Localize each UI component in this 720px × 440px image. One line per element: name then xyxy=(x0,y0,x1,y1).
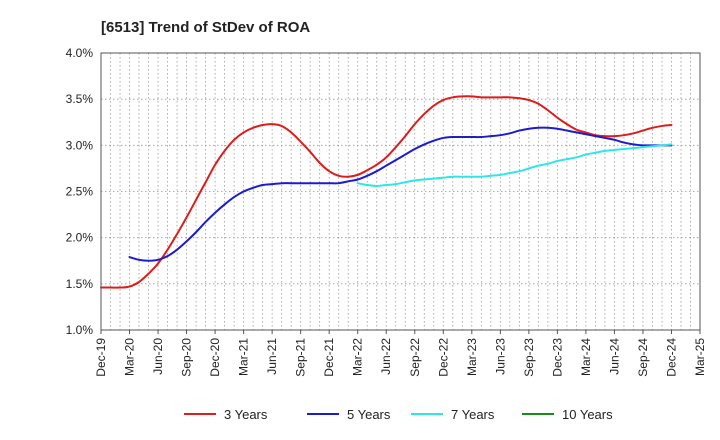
legend-label-3-years: 3 Years xyxy=(224,407,268,422)
x-tick-label: Mar-21 xyxy=(237,338,251,376)
x-tick-label: Dec-19 xyxy=(94,338,108,377)
x-tick-label: Dec-23 xyxy=(550,338,564,377)
legend-label-7-years: 7 Years xyxy=(451,407,495,422)
y-tick-label: 4.0% xyxy=(66,46,94,60)
x-tick-label: Mar-24 xyxy=(579,338,593,376)
series-line-3-years xyxy=(100,95,673,289)
x-tick-label: Jun-24 xyxy=(607,338,621,375)
y-axis: 1.0% 1.5% 2.0% 2.5% 3.0% 3.5% 4.0% xyxy=(66,46,94,337)
series-line-7-years xyxy=(356,143,673,187)
y-tick-label: 2.5% xyxy=(66,185,94,199)
legend: 3 Years 5 Years 7 Years 10 Years xyxy=(184,407,613,422)
x-axis: Dec-19 Mar-20 Jun-20 Sep-20 Dec-20 Mar-21 Jun-… xyxy=(94,330,707,377)
x-tick-label: Sep-23 xyxy=(522,338,536,377)
x-tick-label: Mar-22 xyxy=(351,338,365,376)
x-tick-label: Sep-21 xyxy=(294,338,308,377)
x-tick-label: Jun-23 xyxy=(493,338,507,375)
legend-label-10-years: 10 Years xyxy=(562,407,613,422)
y-tick-label: 1.5% xyxy=(66,277,94,291)
plot-frame xyxy=(100,52,701,331)
x-tick-label: Mar-25 xyxy=(693,338,707,376)
y-tick-label: 3.5% xyxy=(66,92,94,106)
x-tick-label: Dec-21 xyxy=(322,338,336,377)
x-tick-label: Dec-22 xyxy=(436,338,450,377)
x-tick-label: Dec-20 xyxy=(208,338,222,377)
chart-title: [6513] Trend of StDev of ROA xyxy=(101,19,310,36)
x-tick-label: Jun-20 xyxy=(151,338,165,375)
y-tick-label: 3.0% xyxy=(66,138,94,152)
x-tick-label: Sep-20 xyxy=(180,338,194,377)
x-tick-label: Sep-22 xyxy=(408,338,422,377)
x-tick-label: Mar-20 xyxy=(123,338,137,376)
x-tick-label: Sep-24 xyxy=(636,338,650,377)
y-tick-label: 2.0% xyxy=(66,231,94,245)
x-tick-label: Dec-24 xyxy=(664,338,678,377)
x-tick-label: Jun-21 xyxy=(265,338,279,375)
series-lines xyxy=(100,95,673,289)
grid-lines xyxy=(101,52,700,331)
x-tick-label: Jun-22 xyxy=(379,338,393,375)
legend-label-5-years: 5 Years xyxy=(347,407,391,422)
x-tick-label: Mar-23 xyxy=(465,338,479,376)
series-line-5-years xyxy=(128,126,673,262)
y-tick-label: 1.0% xyxy=(66,323,94,337)
